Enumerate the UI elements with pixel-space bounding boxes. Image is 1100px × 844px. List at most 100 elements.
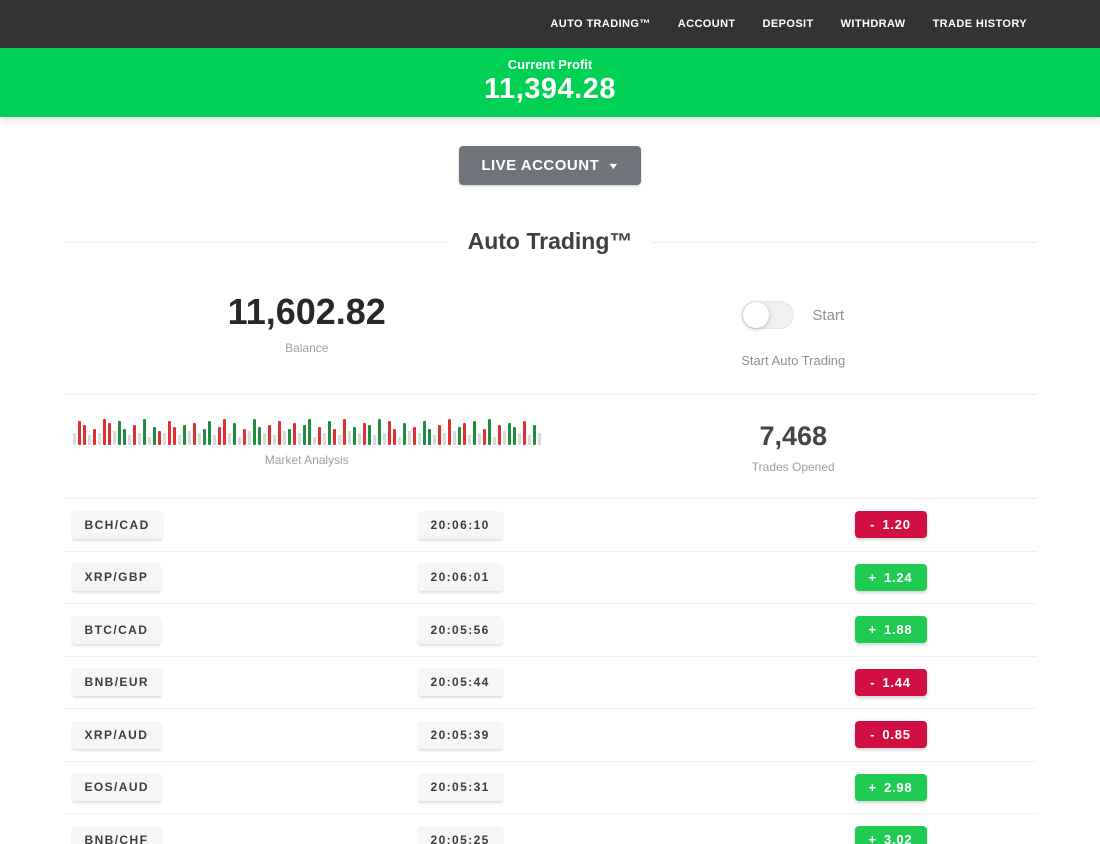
nav-item-account[interactable]: ACCOUNT: [677, 18, 736, 30]
chart-bar: [442, 433, 446, 445]
chart-bar: [207, 421, 211, 445]
chart-bar: [387, 421, 391, 445]
chart-bar: [472, 421, 476, 445]
chart-bar: [287, 429, 291, 445]
chart-bar: [232, 423, 236, 445]
result-sign: +: [868, 779, 877, 795]
trades-opened-block: 7,468 Trades Opened: [550, 417, 1037, 474]
nav-item-withdraw[interactable]: WITHDRAW: [840, 18, 906, 30]
time-badge: 20:05:56: [417, 615, 503, 644]
market-analysis-chart: [64, 417, 551, 445]
result-value: 2.98: [883, 779, 913, 795]
chart-bar: [342, 419, 346, 445]
chart-bar: [132, 425, 136, 445]
chart-bar: [527, 435, 531, 445]
analysis-and-trades-row: Market Analysis 7,468 Trades Opened: [64, 395, 1037, 498]
result-value: 1.88: [883, 622, 913, 638]
result-sign: +: [868, 832, 877, 844]
trades-opened-value: 7,468: [759, 421, 828, 451]
table-row: BTC/CAD 20:05:56 +1.88: [63, 604, 1037, 657]
chart-bar: [522, 421, 526, 445]
chart-bar: [302, 425, 306, 445]
chart-bar: [77, 421, 81, 445]
chart-bar: [177, 435, 181, 445]
result-badge: -1.20: [854, 511, 927, 539]
balance-label: Balance: [285, 341, 329, 355]
chart-bar: [97, 433, 101, 445]
trades-list: BCH/CAD 20:06:10 -1.20 XRP/GBP 20:06:01 …: [63, 498, 1037, 844]
chart-bar: [447, 419, 451, 445]
chart-bar: [392, 429, 396, 445]
balance-and-toggle-row: 11,602.82 Balance Start Start Auto Tradi…: [64, 255, 1037, 394]
page-title: Auto Trading™: [447, 228, 653, 254]
result-sign: +: [868, 622, 877, 638]
table-row: XRP/AUD 20:05:39 -0.85: [63, 709, 1037, 762]
chart-bar: [112, 431, 116, 445]
top-navbar: AUTO TRADING™ ACCOUNT DEPOSIT WITHDRAW T…: [0, 0, 1100, 48]
chart-bar: [317, 427, 321, 445]
chart-bar: [282, 431, 286, 445]
balance-value: 11,602.82: [227, 291, 386, 332]
current-profit-value: 11,394.28: [484, 73, 616, 105]
chart-bar: [217, 427, 221, 445]
time-badge: 20:06:10: [417, 510, 503, 539]
pair-badge: BNB/EUR: [71, 668, 162, 697]
auto-trading-toggle-block: Start Start Auto Trading: [550, 291, 1037, 368]
nav-item-auto-trading[interactable]: AUTO TRADING™: [550, 18, 651, 30]
balance-block: 11,602.82 Balance: [64, 291, 551, 368]
chart-bar: [482, 429, 486, 445]
chart-bar: [262, 433, 266, 445]
live-account-dropdown-button[interactable]: LIVE ACCOUNT ▼: [459, 146, 641, 185]
chart-bar: [402, 423, 406, 445]
chart-bar: [457, 427, 461, 445]
result-value: 1.24: [883, 569, 913, 585]
chart-bar: [337, 435, 341, 445]
pair-badge: BCH/CAD: [71, 510, 163, 539]
result-sign: -: [870, 517, 876, 533]
chart-bar: [452, 431, 456, 445]
nav-item-trade-history[interactable]: TRADE HISTORY: [932, 18, 1027, 30]
divider: [63, 394, 1037, 395]
chart-bar: [422, 421, 426, 445]
chart-bar: [517, 433, 521, 445]
chart-bar: [152, 427, 156, 445]
table-row: BNB/EUR 20:05:44 -1.44: [63, 657, 1037, 709]
chart-bar: [122, 429, 126, 445]
result-value: 1.44: [882, 674, 911, 690]
chart-bar: [197, 433, 201, 445]
chart-bar: [372, 435, 376, 445]
chart-bar: [462, 423, 466, 445]
chart-bar: [82, 425, 86, 445]
chart-bar: [532, 425, 536, 445]
chart-bar: [307, 419, 311, 445]
chart-bar: [117, 421, 121, 445]
chart-bar: [497, 425, 501, 445]
chart-bar: [322, 433, 326, 445]
start-auto-trading-label: Start Auto Trading: [741, 353, 846, 368]
chart-bar: [142, 419, 146, 445]
result-badge: +3.02: [854, 826, 927, 844]
market-analysis-block: Market Analysis: [64, 417, 551, 474]
start-auto-trading-toggle[interactable]: [742, 301, 795, 329]
chart-bar: [107, 423, 111, 445]
chart-bar: [237, 437, 241, 445]
pair-badge: BNB/CHF: [71, 825, 162, 844]
chart-bar: [202, 429, 206, 445]
result-badge: -0.85: [854, 721, 927, 749]
table-row: BNB/CHF 20:05:25 +3.02: [64, 814, 1037, 844]
chart-bar: [182, 425, 186, 445]
table-row: BCH/CAD 20:06:10 -1.20: [63, 499, 1037, 552]
result-value: 1.20: [882, 517, 911, 533]
chart-bar: [227, 433, 231, 445]
chart-bar: [397, 437, 401, 445]
chart-bar: [437, 425, 441, 445]
chart-bar: [87, 435, 91, 445]
nav-item-deposit[interactable]: DEPOSIT: [762, 18, 814, 30]
chart-bar: [362, 423, 366, 445]
trades-opened-label: Trades Opened: [751, 460, 835, 474]
chart-bar: [147, 437, 151, 445]
chart-bar: [267, 425, 271, 445]
caret-down-icon: ▼: [607, 160, 621, 171]
result-sign: -: [870, 674, 876, 690]
chart-bar: [367, 425, 371, 445]
